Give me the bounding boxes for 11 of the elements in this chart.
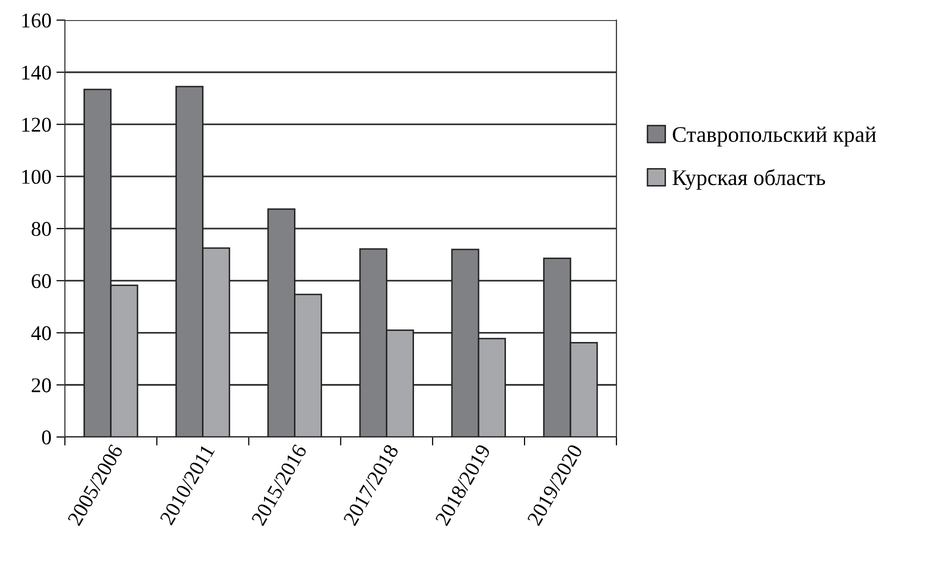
legend-label: Курская область	[672, 169, 826, 190]
y-tick-label: 80	[32, 222, 51, 236]
y-tick-label: 100	[22, 170, 51, 184]
y-tick-label: 160	[22, 14, 51, 28]
y-tick-label: 0	[42, 430, 51, 444]
y-tick-label: 20	[32, 378, 51, 392]
y-tick-label: 140	[22, 66, 51, 80]
y-tick-label: 60	[32, 274, 51, 288]
y-tick-label: 40	[31, 326, 51, 340]
y-tick-label: 120	[22, 118, 51, 132]
legend-label: Ставропольский край	[672, 126, 876, 147]
